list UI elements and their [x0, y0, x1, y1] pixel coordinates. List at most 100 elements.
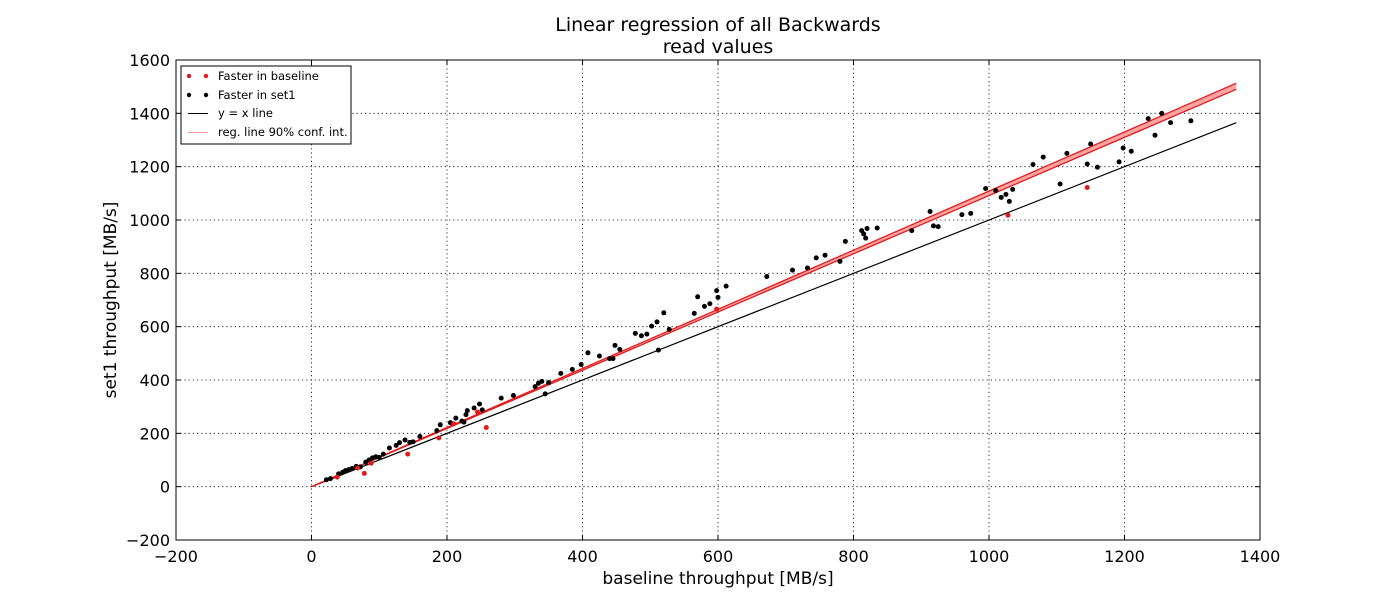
x-tick-label: 600	[703, 547, 734, 566]
point-faster-in-set1	[1003, 191, 1009, 197]
x-tick-label: −200	[154, 547, 198, 566]
point-faster-in-set1	[585, 350, 591, 356]
point-faster-in-set1	[380, 451, 386, 457]
point-faster-in-set1	[861, 231, 867, 237]
y-tick-label: 200	[139, 424, 170, 443]
point-faster-in-set1	[842, 238, 848, 244]
legend-label-set1: Faster in set1	[218, 88, 296, 102]
point-faster-in-set1	[464, 408, 470, 414]
point-faster-in-set1	[654, 319, 660, 325]
x-tick-label: 800	[838, 547, 869, 566]
x-tick-label: 1200	[1104, 547, 1145, 566]
point-faster-in-set1	[863, 235, 869, 241]
point-faster-in-set1	[874, 225, 880, 231]
point-faster-in-set1	[471, 405, 477, 411]
point-faster-in-set1	[649, 323, 655, 329]
chart-title-line-2: read values	[663, 36, 774, 58]
point-faster-in-set1	[1064, 150, 1070, 156]
point-faster-in-set1	[661, 310, 667, 316]
legend-box	[180, 65, 352, 145]
legend-marker-set1-point	[186, 92, 192, 98]
point-faster-in-set1	[1159, 110, 1165, 116]
point-faster-in-set1	[927, 208, 933, 214]
point-faster-in-set1	[349, 466, 355, 472]
x-tick-label: 1400	[1240, 547, 1281, 566]
point-faster-in-baseline	[436, 435, 442, 441]
point-faster-in-set1	[1057, 181, 1063, 187]
y-tick-label: 1000	[129, 211, 170, 230]
point-faster-in-baseline	[355, 465, 361, 471]
point-faster-in-baseline	[714, 306, 720, 312]
point-faster-in-set1	[666, 326, 672, 332]
x-tick-label: 200	[432, 547, 463, 566]
regression-upper-bound-line	[311, 82, 1237, 488]
y-equals-x-line	[311, 122, 1237, 488]
legend-label-yx-line: y = x line	[218, 106, 273, 120]
point-faster-in-set1	[993, 188, 999, 194]
point-faster-in-set1	[477, 401, 483, 407]
y-tick-label: 1200	[129, 158, 170, 177]
point-faster-in-set1	[764, 274, 770, 280]
point-faster-in-set1	[723, 283, 729, 289]
point-faster-in-set1	[578, 362, 584, 368]
point-faster-in-set1	[1116, 159, 1122, 165]
point-faster-in-set1	[691, 310, 697, 316]
point-faster-in-set1	[393, 442, 399, 448]
point-faster-in-set1	[959, 212, 965, 218]
point-faster-in-set1	[813, 255, 819, 261]
point-faster-in-set1	[386, 445, 392, 451]
data-points	[323, 110, 1194, 483]
point-faster-in-set1	[1168, 120, 1174, 126]
point-faster-in-set1	[1084, 161, 1090, 167]
legend-label-regression-band: reg. line 90% conf. int.	[218, 125, 348, 139]
point-faster-in-set1	[1006, 198, 1012, 204]
point-faster-in-set1	[453, 415, 459, 421]
point-faster-in-set1	[542, 391, 548, 397]
point-faster-in-set1	[546, 380, 552, 386]
point-faster-in-baseline	[405, 451, 411, 457]
chart-title-line-1: Linear regression of all Backwards	[555, 14, 880, 36]
point-faster-in-set1	[402, 437, 408, 443]
point-faster-in-set1	[610, 356, 616, 362]
point-faster-in-set1	[1120, 145, 1126, 151]
point-faster-in-set1	[1128, 148, 1134, 154]
y-tick-label: 600	[139, 318, 170, 337]
y-axis-title: set1 throughput [MB/s]	[101, 202, 121, 399]
point-faster-in-set1	[510, 392, 516, 398]
point-faster-in-baseline	[334, 474, 340, 480]
point-faster-in-set1	[655, 347, 661, 353]
point-faster-in-set1	[837, 258, 843, 264]
legend-marker-baseline-point	[203, 73, 209, 79]
point-faster-in-set1	[1030, 162, 1036, 168]
point-faster-in-set1	[935, 224, 941, 230]
point-faster-in-set1	[864, 226, 870, 232]
point-faster-in-set1	[437, 422, 443, 428]
point-faster-in-set1	[701, 303, 707, 309]
point-faster-in-set1	[715, 294, 721, 300]
y-tick-label: −200	[126, 531, 170, 550]
point-faster-in-baseline	[361, 470, 367, 476]
point-faster-in-baseline	[368, 460, 374, 466]
x-tick-label: 1000	[969, 547, 1010, 566]
point-faster-in-set1	[558, 370, 564, 376]
point-faster-in-set1	[434, 428, 440, 434]
point-faster-in-set1	[822, 252, 828, 258]
point-faster-in-set1	[632, 330, 638, 336]
point-faster-in-set1	[498, 395, 504, 401]
point-faster-in-set1	[644, 331, 650, 337]
legend-label-baseline: Faster in baseline	[218, 69, 319, 83]
point-faster-in-set1	[983, 186, 989, 192]
point-faster-in-set1	[1010, 186, 1016, 192]
point-faster-in-set1	[596, 353, 602, 359]
point-faster-in-set1	[1088, 141, 1094, 147]
point-faster-in-set1	[376, 454, 382, 460]
point-faster-in-set1	[417, 434, 423, 440]
point-faster-in-set1	[569, 366, 575, 372]
point-faster-in-set1	[638, 333, 644, 339]
point-faster-in-baseline	[1084, 184, 1090, 190]
y-axis-ticks: −200 0 200 400 600 800 1000 1200 1400 1600	[126, 51, 1260, 550]
point-faster-in-set1	[695, 294, 701, 300]
y-tick-label: 800	[139, 264, 170, 283]
point-faster-in-set1	[410, 439, 416, 445]
point-faster-in-baseline	[1005, 212, 1011, 218]
